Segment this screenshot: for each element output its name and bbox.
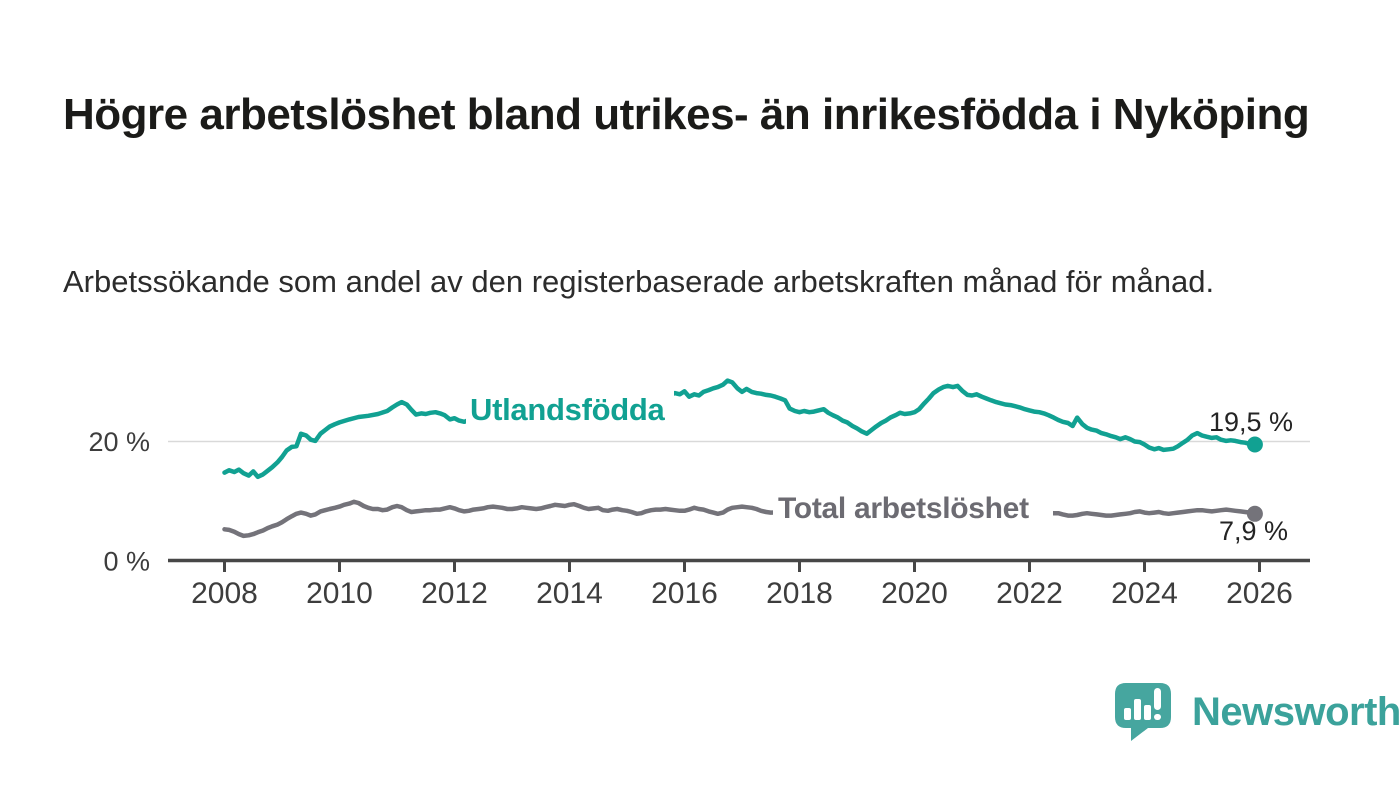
x-axis-tick-label: 2018 <box>766 577 833 610</box>
end-value-label-utlandsfodda: 19,5 % <box>1209 407 1293 437</box>
series-label-halo-total <box>773 489 1053 528</box>
x-axis-tick-label: 2016 <box>651 577 718 610</box>
y-axis-tick-label: 0 % <box>103 547 150 577</box>
end-value-label-total: 7,9 % <box>1219 516 1288 546</box>
end-dot-utlandsfodda <box>1246 436 1263 453</box>
series-line-total <box>222 499 1258 539</box>
x-axis-tick-label: 2026 <box>1226 577 1293 610</box>
brand-footer: Newsworthy <box>1114 682 1400 742</box>
x-axis-tick-label: 2012 <box>421 577 488 610</box>
x-axis-tick-label: 2014 <box>536 577 603 610</box>
brand-name: Newsworthy <box>1192 689 1400 734</box>
x-axis-tick-label: 2008 <box>191 577 258 610</box>
y-axis-tick-label: 20 % <box>88 427 150 457</box>
series-label-utlandsfodda: Utlandsfödda <box>470 392 666 427</box>
page-title: Högre arbetslöshet bland utrikes- än inr… <box>63 90 1310 140</box>
series-line-utlandsfodda <box>222 378 1258 480</box>
series-label-halo-utlandsfodda <box>466 389 674 429</box>
x-axis-tick-label: 2024 <box>1111 577 1178 610</box>
x-axis-tick-label: 2010 <box>306 577 373 610</box>
newsworthy-logo-icon <box>1115 683 1171 741</box>
series-label-total: Total arbetslöshet <box>778 492 1029 525</box>
x-axis-tick-label: 2020 <box>881 577 948 610</box>
end-dot-total <box>1246 505 1263 522</box>
page-subtitle: Arbetssökande som andel av den registerb… <box>63 264 1215 299</box>
x-axis-tick-label: 2022 <box>996 577 1063 610</box>
